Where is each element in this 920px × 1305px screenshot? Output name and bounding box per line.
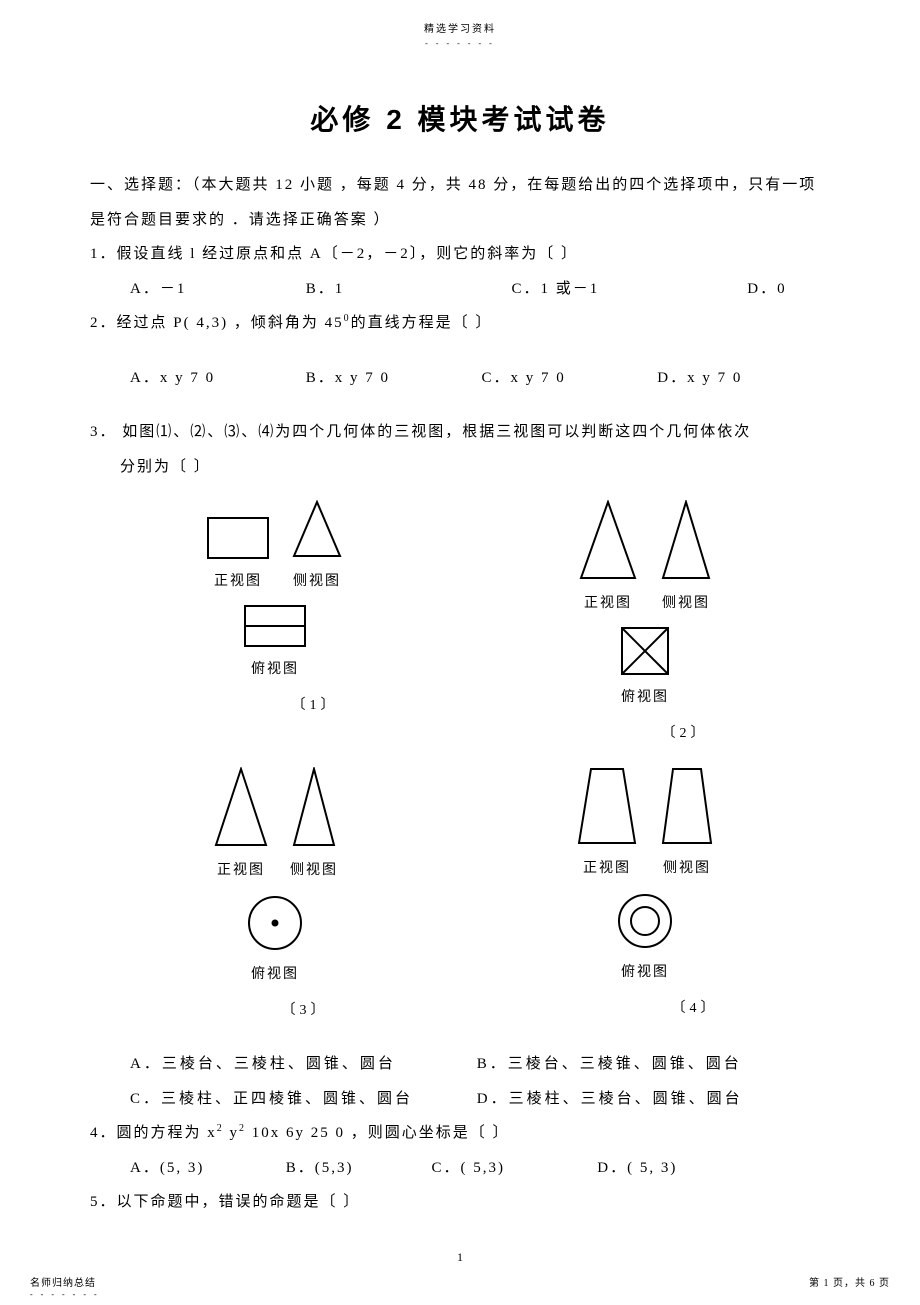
set1-front-icon: [206, 516, 270, 560]
q4-optD: D．( 5, 3): [597, 1151, 677, 1186]
q5-stem: 5．以下命题中，错误的命题是〔 〕: [90, 1185, 830, 1220]
q4-stem-a: 4．圆的方程为 x: [90, 1125, 217, 1141]
set3-side-label: 侧视图: [290, 855, 338, 887]
q3-optA: A．三棱台、三棱柱、圆锥、圆台: [130, 1047, 470, 1082]
q4-optB: B．(5,3): [286, 1151, 426, 1186]
section-heading: 一、选择题：（本大题共 12 小题 ，每题 4 分，共 48 分，在每题给出的四…: [90, 168, 830, 237]
set2-side-label: 侧视图: [662, 588, 710, 620]
set1-label: 〔1〕: [292, 690, 339, 722]
q4-stem: 4．圆的方程为 x2 y2 10x 6y 25 0 ，则圆心坐标是〔 〕: [90, 1116, 830, 1151]
q2-optD: D．x y 7 0: [657, 361, 742, 396]
q4-stem-b: y: [224, 1125, 239, 1141]
q4-options: A．(5, 3) B．(5,3) C．( 5,3) D．( 5, 3): [90, 1151, 830, 1186]
figure-set-3: 正视图 侧视图 俯视图 〔3〕: [90, 761, 460, 1028]
q3-options-row1: A．三棱台、三棱柱、圆锥、圆台 B．三棱台、三棱锥、圆锥、圆台: [90, 1047, 830, 1082]
set2-label: 〔2〕: [662, 718, 709, 750]
set3-top-icon: [245, 893, 305, 953]
set4-label: 〔4〕: [672, 993, 719, 1025]
set3-label: 〔3〕: [282, 995, 329, 1027]
q1-optA: A．－1: [130, 272, 300, 307]
sq1: 2: [217, 1123, 224, 1134]
q3-optB: B．三棱台、三棱锥、圆锥、圆台: [477, 1047, 742, 1082]
footer-dots: - - - - - - -: [30, 1290, 100, 1299]
q2-stem-post: 的直线方程是〔 〕: [351, 315, 493, 331]
q4-stem-c: 10x 6y 25 0 ，则圆心坐标是〔 〕: [246, 1125, 510, 1141]
q2-stem: 2．经过点 P( 4,3) ，倾斜角为 450的直线方程是〔 〕: [90, 306, 830, 341]
set4-front-label: 正视图: [583, 853, 631, 885]
set1-top-icon: [243, 604, 307, 648]
degree-sup: 0: [344, 313, 351, 324]
set2-front-icon: [577, 500, 639, 582]
content: 一、选择题：（本大题共 12 小题 ，每题 4 分，共 48 分，在每题给出的四…: [90, 168, 830, 1220]
set1-side-label: 侧视图: [293, 566, 341, 598]
page-title: 必修 2 模块考试试卷: [90, 98, 830, 138]
q2-optB: B．x y 7 0: [306, 361, 476, 396]
header-dots: - - - - - - -: [90, 39, 830, 48]
set4-top-icon: [615, 891, 675, 951]
set4-side-icon: [659, 767, 715, 847]
set1-side-icon: [290, 500, 344, 560]
q3-optD: D．三棱柱、三棱台、圆锥、圆台: [477, 1082, 743, 1117]
q1-options: A．－1 B．1 C．1 或－1 D．0: [90, 272, 830, 307]
q1-optD: D．0: [747, 272, 786, 307]
set3-front-label: 正视图: [217, 855, 265, 887]
set1-front-label: 正视图: [214, 566, 262, 598]
q3-stem2: 分别为〔 〕: [90, 450, 830, 485]
footer-right: 第 1 页，共 6 页: [809, 1274, 890, 1289]
q2-optC: C．x y 7 0: [482, 361, 652, 396]
set1-top-label: 俯视图: [251, 654, 299, 686]
footer-left: 名师归纳总结: [30, 1274, 96, 1289]
set3-top-label: 俯视图: [251, 959, 299, 991]
page: 精选学习资料 - - - - - - - 必修 2 模块考试试卷 一、选择题：（…: [0, 0, 920, 1305]
figures-grid: 正视图 侧视图 俯视图 〔1〕 正视图: [90, 494, 830, 1037]
q4-optA: A．(5, 3): [130, 1151, 280, 1186]
set3-side-icon: [290, 767, 338, 849]
sq2: 2: [239, 1123, 246, 1134]
q1-optC: C．1 或－1: [512, 272, 742, 307]
figure-set-2: 正视图 侧视图 俯视图 〔2〕: [460, 494, 830, 751]
set4-side-label: 侧视图: [663, 853, 711, 885]
q1-stem: 1．假设直线 l 经过原点和点 A〔－2，－2〕，则它的斜率为〔 〕: [90, 237, 830, 272]
page-number: 1: [90, 1250, 830, 1265]
q2-options: A．x y 7 0 B．x y 7 0 C．x y 7 0 D．x y 7 0: [90, 361, 830, 396]
q4-optC: C．( 5,3): [432, 1151, 592, 1186]
figure-set-4: 正视图 侧视图 俯视图 〔4〕: [460, 761, 830, 1028]
set2-side-icon: [659, 500, 713, 582]
q2-optA: A．x y 7 0: [130, 361, 300, 396]
header-label: 精选学习资料: [90, 20, 830, 35]
set2-top-icon: [620, 626, 670, 676]
q2-stem-pre: 2．经过点 P( 4,3) ，倾斜角为 45: [90, 315, 344, 331]
q3-optC: C．三棱柱、正四棱锥、圆锥、圆台: [130, 1082, 470, 1117]
q3-options-row2: C．三棱柱、正四棱锥、圆锥、圆台 D．三棱柱、三棱台、圆锥、圆台: [90, 1082, 830, 1117]
set4-top-label: 俯视图: [621, 957, 669, 989]
figure-set-1: 正视图 侧视图 俯视图 〔1〕: [90, 494, 460, 751]
q1-optB: B．1: [306, 272, 506, 307]
q3-stem: 3． 如图⑴、⑵、⑶、⑷为四个几何体的三视图，根据三视图可以判断这四个几何体依次: [90, 415, 830, 450]
set4-front-icon: [575, 767, 639, 847]
set2-front-label: 正视图: [584, 588, 632, 620]
set3-front-icon: [212, 767, 270, 849]
set2-top-label: 俯视图: [621, 682, 669, 714]
